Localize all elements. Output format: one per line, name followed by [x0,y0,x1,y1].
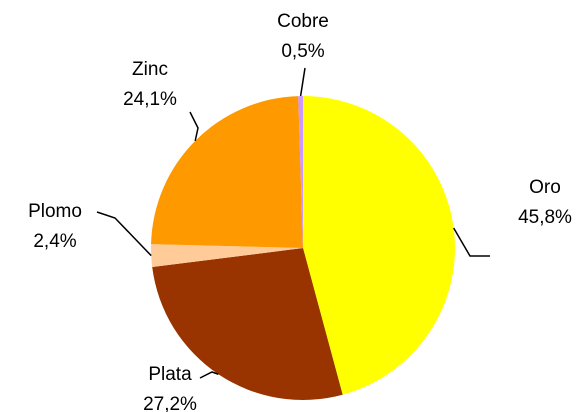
pie-slice [151,244,303,268]
leader-line [189,111,199,142]
slice-value-label: 27,2% [143,394,197,412]
pie-slice [151,96,303,248]
leader-line [299,67,306,97]
leader-line [96,211,152,257]
slice-label: Plata [148,364,192,385]
slice-label: Cobre [277,11,329,32]
slice-label: Zinc [132,59,168,80]
slice-value-label: 24,1% [123,89,177,110]
pie-slice [152,248,343,400]
slice-value-label: 2,4% [33,231,76,252]
slice-label: Oro [529,177,561,198]
slice-value-label: 45,8% [518,207,572,228]
leader-line [453,227,490,257]
pie-slice [303,96,455,395]
pie-slice [298,96,303,248]
slice-label: Plomo [28,201,82,222]
slice-value-label: 0,5% [281,41,324,62]
leader-line [199,371,219,379]
